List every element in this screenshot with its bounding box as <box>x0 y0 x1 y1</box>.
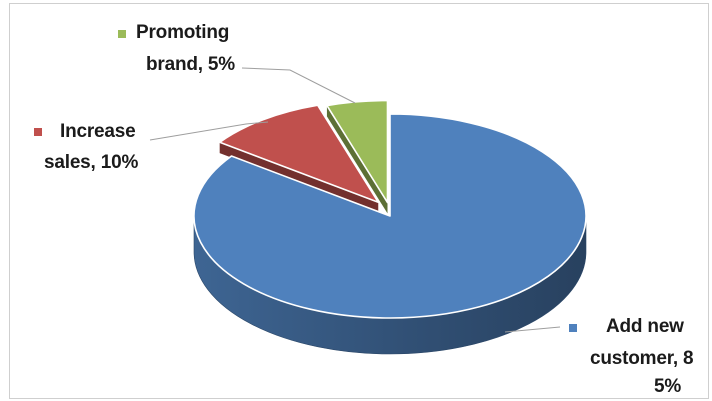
slice-promoting-brand <box>326 99 389 204</box>
data-label-add-new-customer-line1: Add new <box>606 316 684 337</box>
leader-line-increase-sales <box>149 121 269 141</box>
slice-face-promoting-brand <box>326 105 388 214</box>
slice-face-increase-sales <box>219 142 379 214</box>
legend-marker-add-new-customer <box>569 324 577 332</box>
legend-marker-increase-sales <box>34 128 42 136</box>
leader-line-promoting-brand <box>241 67 356 104</box>
data-label-add-new-customer-line2: customer, 8 <box>590 348 694 369</box>
data-label-add-new-customer-line3: 5% <box>654 376 682 397</box>
data-label-promoting-brand-line2: brand, 5% <box>146 54 235 75</box>
legend-marker-promoting-brand <box>118 30 126 38</box>
leader-line-add-new-customer <box>504 326 561 333</box>
data-label-increase-sales-line2: sales, 10% <box>44 152 139 173</box>
data-label-increase-sales-line1: Increase <box>60 121 136 142</box>
slice-increase-sales <box>218 104 380 204</box>
slice-add-new-customer <box>193 113 587 319</box>
data-label-promoting-brand-line1: Promoting <box>136 22 230 43</box>
